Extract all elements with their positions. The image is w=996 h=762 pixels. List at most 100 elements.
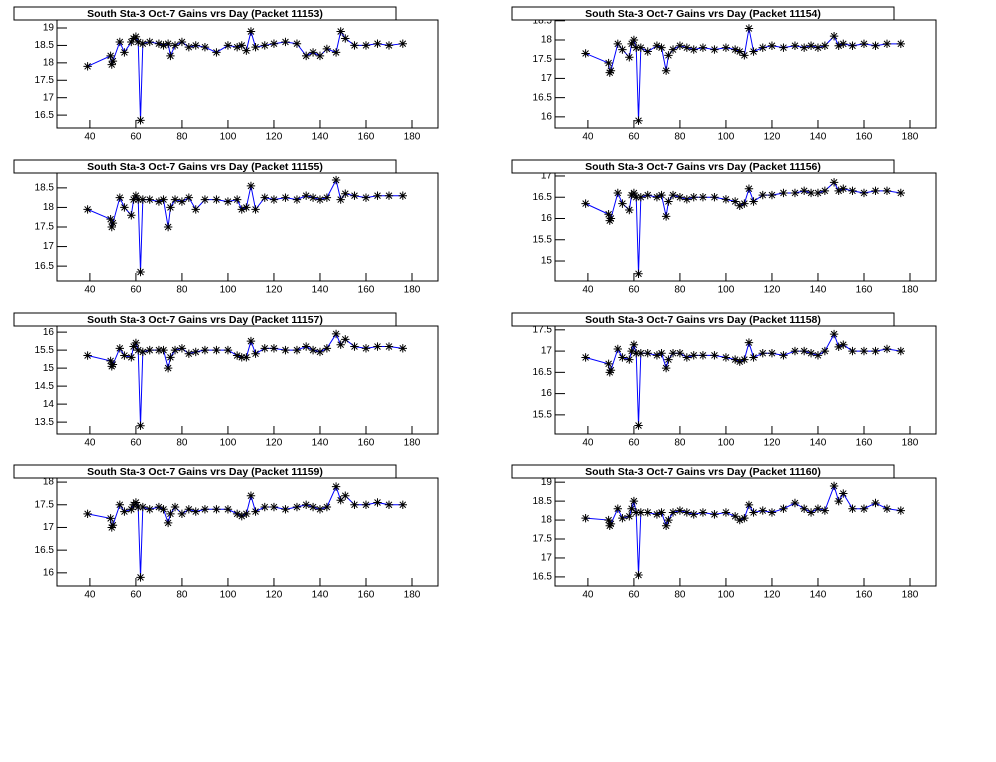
data-point — [813, 351, 823, 360]
data-point — [106, 51, 115, 61]
data-point — [200, 195, 210, 204]
data-point — [664, 197, 673, 206]
data-point — [664, 355, 673, 364]
data-point — [829, 31, 839, 41]
x-tick-label: 60 — [130, 438, 142, 449]
y-tick-label: 17.5 — [533, 324, 553, 335]
data-point — [668, 45, 678, 54]
x-tick-label: 140 — [810, 285, 827, 296]
data-point — [308, 502, 318, 512]
data-point — [735, 47, 744, 56]
data-point — [127, 211, 136, 220]
data-point — [134, 502, 143, 512]
data-point — [134, 195, 143, 204]
x-tick-label: 40 — [582, 590, 594, 601]
x-tick-label: 60 — [130, 285, 142, 296]
data-point — [606, 366, 616, 375]
data-point — [281, 345, 290, 355]
data-point — [605, 68, 614, 77]
data-point — [184, 42, 194, 52]
data-point — [606, 214, 616, 223]
data-point — [281, 505, 290, 514]
plot-frame — [56, 325, 439, 435]
y-tick-label: 15.5 — [533, 410, 553, 421]
data-point — [350, 342, 359, 351]
data-point — [301, 51, 311, 61]
data-point — [191, 507, 200, 516]
data-point — [373, 39, 382, 48]
x-tick-label: 180 — [404, 590, 421, 601]
data-point — [315, 51, 325, 61]
chart-title: South Sta-3 Oct-7 Gains vrs Day (Packet … — [585, 161, 821, 173]
data-point — [606, 519, 616, 529]
data-point — [882, 186, 892, 196]
data-point — [675, 506, 685, 515]
data-point — [652, 510, 662, 519]
data-point — [839, 184, 848, 193]
data-point — [829, 481, 839, 491]
data-point — [315, 195, 325, 204]
data-point — [627, 346, 636, 356]
x-tick-label: 140 — [312, 438, 329, 449]
x-tick-label: 160 — [856, 285, 873, 296]
data-point — [212, 48, 221, 57]
data-point — [232, 195, 242, 204]
data-point — [251, 507, 260, 516]
data-point — [730, 355, 740, 364]
data-point — [260, 41, 269, 50]
data-point — [767, 349, 777, 358]
data-point — [813, 188, 823, 198]
data-point — [661, 212, 671, 221]
data-point — [134, 345, 143, 355]
y-tick-label: 17.5 — [35, 75, 55, 86]
data-point — [710, 351, 719, 360]
data-point — [163, 39, 173, 48]
data-point — [799, 186, 809, 196]
plot-frame — [554, 325, 937, 435]
y-tick-label: 18.5 — [35, 40, 55, 51]
data-point — [627, 504, 636, 513]
data-point — [246, 491, 256, 500]
data-point — [136, 267, 145, 277]
data-point — [200, 505, 210, 514]
data-point — [129, 342, 138, 351]
data-point — [232, 509, 242, 519]
y-tick-label: 16 — [541, 388, 553, 399]
data-point — [242, 353, 251, 362]
title-box — [13, 312, 397, 327]
data-point — [154, 39, 164, 48]
data-point — [643, 349, 652, 358]
chart-title: South Sta-3 Oct-7 Gains vrs Day (Packet … — [585, 466, 821, 478]
data-point — [106, 514, 115, 523]
x-tick-label: 100 — [220, 132, 237, 143]
data-point — [790, 498, 800, 508]
data-point — [668, 349, 678, 358]
x-tick-label: 160 — [358, 132, 375, 143]
data-point — [138, 39, 148, 48]
x-tick-label: 160 — [358, 590, 375, 601]
data-point — [820, 186, 830, 196]
data-point — [820, 506, 830, 515]
data-point — [232, 351, 242, 360]
y-tick-label: 15 — [541, 256, 553, 267]
data-point — [166, 51, 175, 61]
x-tick-label: 60 — [628, 132, 640, 143]
data-point — [269, 502, 279, 512]
plot-frame — [554, 477, 937, 587]
panel: 40 60 80 100 120 140 160 180 16 16.5 17 17.5 18 South… — [13, 464, 439, 601]
panel: 40 60 80 100 120 140 160 180 13.5 14 14.5 15 15.5 16 S… — [13, 312, 439, 449]
data-point — [145, 195, 154, 204]
panel: 40 60 80 100 120 140 160 180 15 15.5 16 16.5 17 South… — [511, 159, 937, 296]
x-tick-label: 180 — [404, 285, 421, 296]
x-tick-label: 140 — [312, 132, 329, 143]
data-point — [177, 509, 187, 519]
y-tick-label: 18.5 — [533, 496, 553, 507]
x-tick-label: 140 — [810, 438, 827, 449]
data-point — [131, 338, 141, 348]
data-point — [859, 346, 869, 356]
data-point — [749, 508, 758, 517]
x-tick-label: 60 — [628, 438, 640, 449]
y-tick-label: 16.5 — [35, 261, 55, 272]
data-point — [605, 368, 614, 377]
